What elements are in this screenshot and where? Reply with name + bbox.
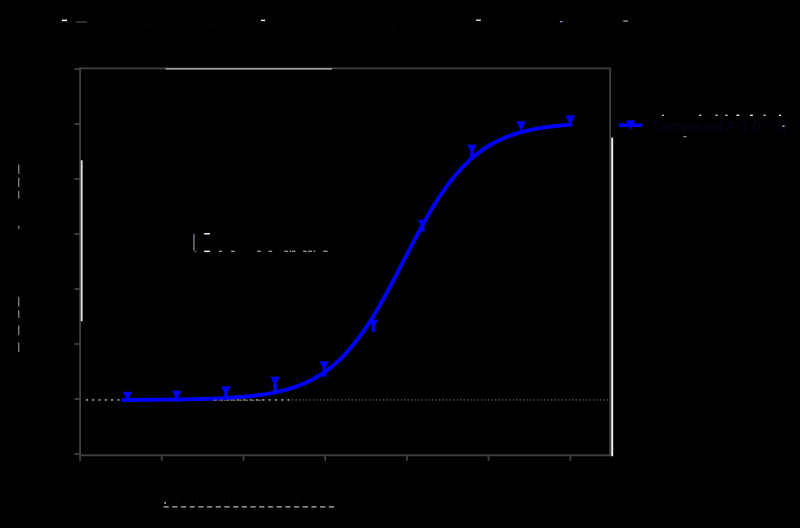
svg-text:Compound A-1 (n=3): Compound A-1 (n=3) [652, 119, 787, 135]
svg-text:IC50 = 1.2e-006 M: IC50 = 1.2e-006 M [196, 237, 317, 253]
svg-text:Log [compound], M: Log [compound], M [175, 491, 299, 507]
svg-text:Dose-response of compound A-1: Dose-response of compound A-1 in assay [120, 16, 399, 33]
